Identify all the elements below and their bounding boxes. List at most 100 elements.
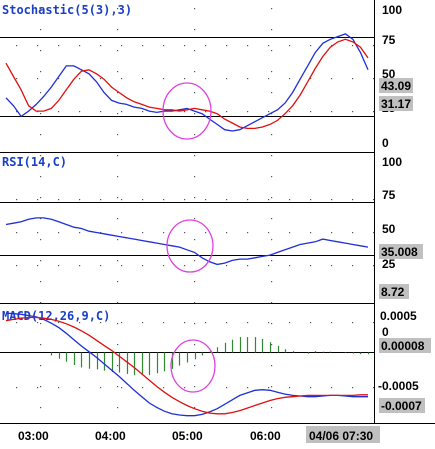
macd-title: MACD(12,26,9,C) [2, 309, 110, 323]
rsi-tick-25: 25 [382, 257, 396, 271]
grid-dot-rsi [37, 265, 39, 267]
macd-panel: MACD(12,26,9,C) [0, 309, 374, 417]
grid-dot-rsi [310, 232, 312, 234]
grid-dot-time [194, 197, 196, 199]
grid-dot-rsi [163, 232, 165, 234]
grid-dot-rsi [16, 265, 18, 267]
panel-frames [0, 0, 435, 424]
grid-dot-rsi [58, 199, 60, 201]
grid-dot-rsi [247, 232, 249, 234]
current-time-bg [306, 426, 380, 443]
grid-dot-stochastic [205, 111, 207, 113]
rsi-panel: RSI(14,C) [0, 155, 374, 273]
grid-dot-macd [352, 322, 354, 324]
grid-dot-time [271, 176, 273, 178]
grid-dot-macd [331, 387, 333, 389]
grid-dot-rsi [331, 232, 333, 234]
grid-dot-time [194, 344, 196, 346]
grid-dot-stochastic [289, 111, 291, 113]
grid-dot-macd [268, 322, 270, 324]
rsi-secondary-value-bg [379, 284, 409, 299]
macd-axis: 0.0005 0 -0.0005 [378, 309, 419, 393]
grid-dot-macd [310, 387, 312, 389]
grid-dot-stochastic [226, 78, 228, 80]
rsi-axis: 100 75 50 25 [382, 155, 402, 271]
grid-dot-time [271, 134, 273, 136]
grid-dot-time [117, 8, 119, 10]
grid-dot-macd [16, 322, 18, 324]
grid-dot-time [117, 260, 119, 262]
grid-dot-time [194, 365, 196, 367]
time-label-0600: 06:00 [250, 429, 281, 443]
rsi-value: 35.008 [381, 245, 418, 259]
stochastic-tick-100: 100 [382, 3, 402, 17]
macd-value: 0.00008 [381, 339, 425, 353]
grid-dot-macd [310, 322, 312, 324]
grid-dot-stochastic [142, 45, 144, 47]
grid-dot-stochastic [163, 45, 165, 47]
grid-dot-macd [268, 387, 270, 389]
stochastic-k-value-bg [379, 78, 413, 93]
macd-macd-line [5, 312, 368, 417]
grid-dot-stochastic [184, 111, 186, 113]
grid-dot-stochastic [100, 78, 102, 80]
grid-dot-stochastic [142, 111, 144, 113]
grid-dot-stochastic [58, 45, 60, 47]
grid-dot-macd [247, 322, 249, 324]
grid-dot-rsi [79, 199, 81, 201]
macd-highlight-circle [170, 339, 216, 393]
macd-signal-value-bg [379, 398, 425, 413]
macd-tick-0.0005: 0.0005 [380, 309, 417, 323]
rsi-tick-75: 75 [382, 188, 396, 202]
grid-dot-stochastic [16, 111, 18, 113]
grid-dot-stochastic [310, 111, 312, 113]
grid-dot-stochastic [58, 111, 60, 113]
grid-dot-time [40, 8, 42, 10]
grid-dot-macd [58, 387, 60, 389]
current-time-label: 04/06 07:30 [309, 429, 373, 443]
grid-dot-stochastic [79, 111, 81, 113]
macd-tick-neg0.0005: -0.0005 [378, 379, 419, 393]
stochastic-tick-0: 0 [382, 136, 389, 150]
grid-dot-time [194, 71, 196, 73]
grid-dot-time [40, 50, 42, 52]
grid-dot-time [117, 281, 119, 283]
grid-dot-stochastic [331, 111, 333, 113]
grid-dot-time [194, 281, 196, 283]
grid-dot-rsi [142, 265, 144, 267]
grid-dot-time [40, 239, 42, 241]
grid-dot-macd [79, 322, 81, 324]
grid-dot-stochastic [79, 45, 81, 47]
grid-dot-rsi [268, 199, 270, 201]
grid-dot-time [40, 407, 42, 409]
time-label-0300: 03:00 [18, 429, 49, 443]
grid-dot-time [271, 386, 273, 388]
grid-dot-time [194, 134, 196, 136]
grid-dot-stochastic [247, 78, 249, 80]
grid-dot-rsi [331, 199, 333, 201]
grid-dot-rsi [163, 265, 165, 267]
grid-dot-stochastic [205, 78, 207, 80]
grid-dot-rsi [352, 265, 354, 267]
grid-dot-macd [100, 387, 102, 389]
grid-dot-stochastic [100, 45, 102, 47]
grid-dot-time [271, 260, 273, 262]
grid-dot-time [194, 50, 196, 52]
grid-dot-rsi [226, 199, 228, 201]
grid-dot-rsi [289, 199, 291, 201]
grid-dot-macd [289, 387, 291, 389]
stochastic-d-value-bg [379, 96, 413, 111]
grid-dot-stochastic [247, 45, 249, 47]
grid-dot-stochastic [37, 45, 39, 47]
grid-dot-time [117, 407, 119, 409]
grid-dot-rsi [184, 232, 186, 234]
grid-dot-time [271, 323, 273, 325]
grid-dot-rsi [289, 265, 291, 267]
grid-dot-rsi [310, 199, 312, 201]
grid-dot-time [271, 239, 273, 241]
grid-dot-time [271, 155, 273, 157]
grid-dot-stochastic [163, 78, 165, 80]
grid-dot-time [271, 302, 273, 304]
grid-dot-time [117, 218, 119, 220]
grid-dot-macd [184, 387, 186, 389]
